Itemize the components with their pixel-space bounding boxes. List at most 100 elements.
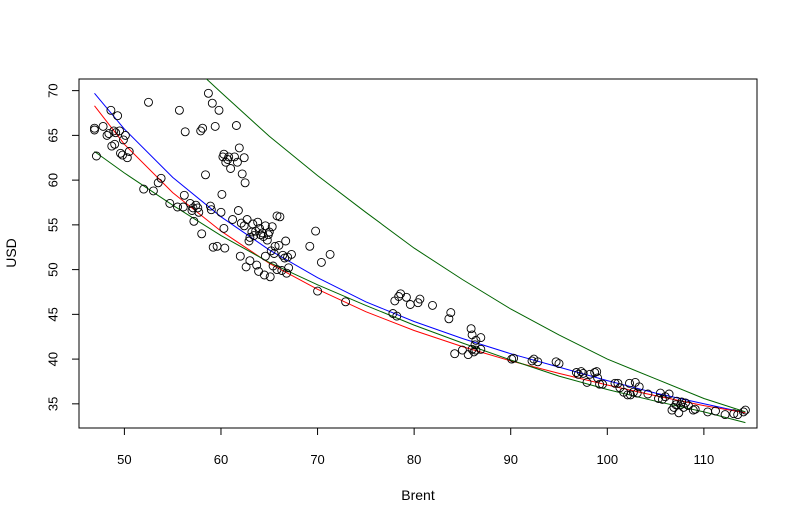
data-point xyxy=(118,135,128,145)
data-point xyxy=(533,357,543,367)
data-point xyxy=(237,169,247,179)
data-point xyxy=(450,349,460,359)
data-point xyxy=(415,294,425,304)
y-axis-title: USD xyxy=(3,238,19,268)
data-point xyxy=(625,378,634,388)
x-tick-label: 90 xyxy=(503,452,517,467)
y-tick-label: 35 xyxy=(46,397,61,411)
data-point xyxy=(231,121,241,130)
data-point xyxy=(91,151,101,161)
x-tick-label: 80 xyxy=(407,452,421,467)
data-point xyxy=(643,389,653,399)
data-point xyxy=(272,265,282,275)
x-tick-label: 110 xyxy=(694,452,715,467)
data-point xyxy=(405,300,415,309)
y-tick-label: 40 xyxy=(46,352,61,366)
data-point xyxy=(249,231,259,241)
data-point xyxy=(466,324,476,334)
data-point xyxy=(401,292,411,302)
y-tick-label: 65 xyxy=(46,128,61,142)
data-point xyxy=(244,236,254,246)
data-point xyxy=(267,222,277,232)
data-point xyxy=(739,407,748,417)
data-point xyxy=(392,311,402,321)
data-point xyxy=(113,111,123,121)
data-point xyxy=(198,123,208,133)
data-point xyxy=(311,226,321,236)
data-point xyxy=(120,130,130,140)
data-point xyxy=(104,129,114,139)
data-point xyxy=(102,130,112,140)
data-point xyxy=(220,243,230,253)
data-point xyxy=(144,97,153,107)
data-point xyxy=(576,367,586,377)
y-tick-label: 60 xyxy=(46,173,61,187)
data-point xyxy=(720,410,730,420)
data-point xyxy=(214,105,224,115)
data-point xyxy=(325,249,335,259)
data-point xyxy=(554,359,564,369)
data-point xyxy=(341,297,351,307)
data-point xyxy=(551,357,561,367)
data-point xyxy=(193,203,203,213)
data-point xyxy=(674,408,684,418)
data-point xyxy=(593,373,603,383)
data-point xyxy=(711,406,720,416)
data-point xyxy=(690,404,700,414)
data-point xyxy=(210,121,220,131)
data-point xyxy=(664,389,674,399)
fitted-curves xyxy=(94,79,746,424)
data-point xyxy=(207,98,217,108)
data-point xyxy=(239,153,249,163)
data-point xyxy=(265,272,275,282)
data-point xyxy=(428,300,437,310)
data-point xyxy=(598,379,607,389)
data-point xyxy=(274,240,284,250)
data-point xyxy=(446,308,456,318)
data-point xyxy=(269,249,279,258)
data-point xyxy=(654,394,663,403)
data-point xyxy=(90,125,99,135)
data-point xyxy=(688,405,698,415)
data-point xyxy=(253,217,263,227)
data-point xyxy=(232,157,242,167)
data-point xyxy=(264,227,274,237)
data-point xyxy=(284,263,294,273)
data-point xyxy=(201,170,210,180)
data-point xyxy=(226,164,236,173)
data-point xyxy=(110,139,120,149)
data-point xyxy=(476,333,486,343)
data-point xyxy=(313,286,323,296)
data-point xyxy=(206,205,216,215)
data-point xyxy=(260,251,270,261)
data-point xyxy=(139,184,149,194)
data-point xyxy=(219,223,229,233)
data-point xyxy=(234,143,244,153)
curve-line xyxy=(94,92,746,414)
data-point xyxy=(729,409,739,419)
data-point xyxy=(470,340,480,350)
data-point xyxy=(396,289,406,299)
data-point xyxy=(188,203,198,213)
x-axis: 50 60 70 80 90 100 110 xyxy=(117,427,715,467)
data-point xyxy=(245,256,255,266)
data-point xyxy=(683,401,693,411)
data-point xyxy=(657,394,667,404)
plot-frame xyxy=(78,78,758,429)
data-point xyxy=(115,126,125,136)
data-point xyxy=(262,235,272,245)
data-point xyxy=(259,270,269,280)
data-point xyxy=(194,207,204,217)
data-point xyxy=(467,344,477,354)
data-point xyxy=(165,198,175,208)
data-point xyxy=(595,379,605,389)
data-point xyxy=(153,178,163,188)
data-point xyxy=(626,390,635,400)
data-point xyxy=(270,241,280,251)
data-point xyxy=(634,382,644,392)
data-point xyxy=(679,402,689,412)
data-point xyxy=(573,369,583,379)
data-point xyxy=(118,150,127,160)
data-point xyxy=(216,207,226,217)
data-point xyxy=(457,345,467,355)
